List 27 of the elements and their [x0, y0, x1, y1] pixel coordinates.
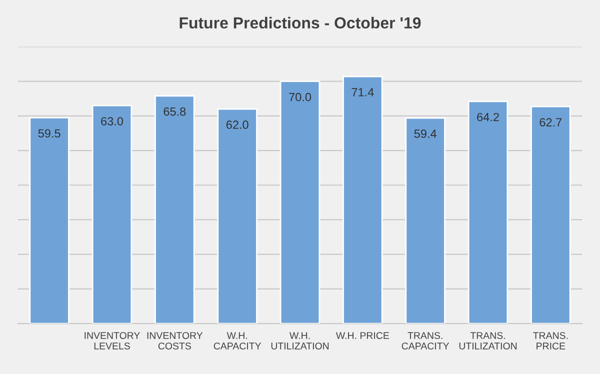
- data-label: 64.2: [477, 112, 499, 122]
- x-tick-label: TRANS. UTILIZATION: [459, 332, 517, 350]
- x-tick-label: W.H. CAPACITY: [214, 332, 262, 350]
- data-label: 59.4: [414, 130, 436, 138]
- x-tick-label: TRANS. CAPACITY: [402, 332, 450, 350]
- data-label: 62.0: [226, 120, 248, 129]
- x-tick-label: TRANS. PRICE: [533, 332, 568, 350]
- bar: [29, 116, 70, 324]
- bar: [92, 104, 132, 324]
- x-tick-label: INVENTORY LEVELS: [84, 332, 140, 350]
- x-tick-label: INVENTORY COSTS: [147, 332, 203, 350]
- bar: [280, 80, 320, 324]
- data-label: 70.0: [289, 92, 312, 102]
- data-label: 65.8: [164, 107, 186, 116]
- data-label: 71.4: [352, 88, 374, 96]
- bar: [217, 108, 258, 324]
- data-label: 62.7: [540, 118, 562, 126]
- x-tick-label: W.H. PRICE: [336, 332, 389, 339]
- data-label: 63.0: [101, 117, 124, 126]
- x-tick-label: W.H. UTILIZATION: [271, 332, 329, 350]
- bar: [342, 76, 383, 324]
- bar: [154, 95, 195, 324]
- bar: [468, 100, 508, 324]
- chart-title: Future Predictions - October '19: [180, 16, 421, 29]
- bar: [405, 117, 446, 324]
- bar: [530, 106, 571, 324]
- data-label: 59.5: [38, 129, 60, 138]
